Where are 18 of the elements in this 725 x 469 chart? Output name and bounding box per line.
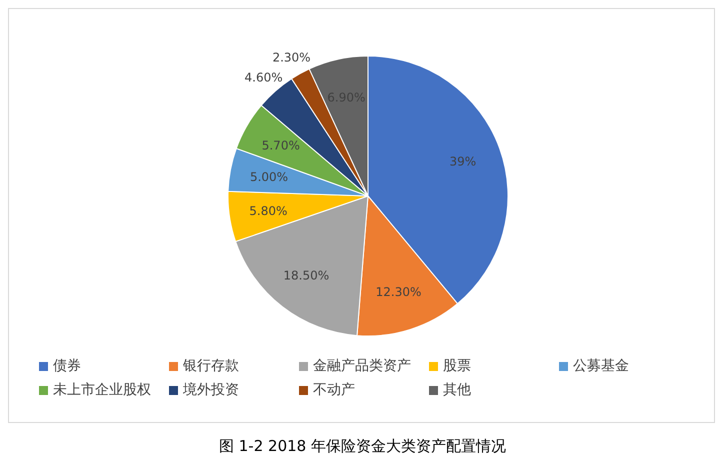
data-label: 5.80% (249, 204, 288, 218)
data-label: 18.50% (283, 268, 330, 283)
legend-label: 金融产品类资产 (313, 357, 411, 375)
legend-label: 公募基金 (573, 357, 629, 375)
data-label: 5.70% (262, 138, 300, 152)
data-label: 5.00% (250, 170, 288, 184)
data-label: 12.30% (376, 285, 422, 300)
legend-label: 不动产 (313, 381, 355, 399)
legend-label: 其他 (443, 381, 471, 399)
caption: 图 1-2 2018 年保险资金大类资产配置情况 (218, 437, 507, 456)
data-label: 4.60% (244, 70, 283, 84)
data-label: 2.30% (272, 50, 311, 65)
legend-label: 境外投资 (183, 381, 239, 399)
legend-label: 债券 (53, 357, 81, 375)
legend-label: 银行存款 (183, 357, 239, 375)
legend-label: 股票 (443, 357, 471, 375)
data-label: 39% (449, 154, 476, 169)
legend-label: 未上市企业股权 (53, 381, 151, 399)
